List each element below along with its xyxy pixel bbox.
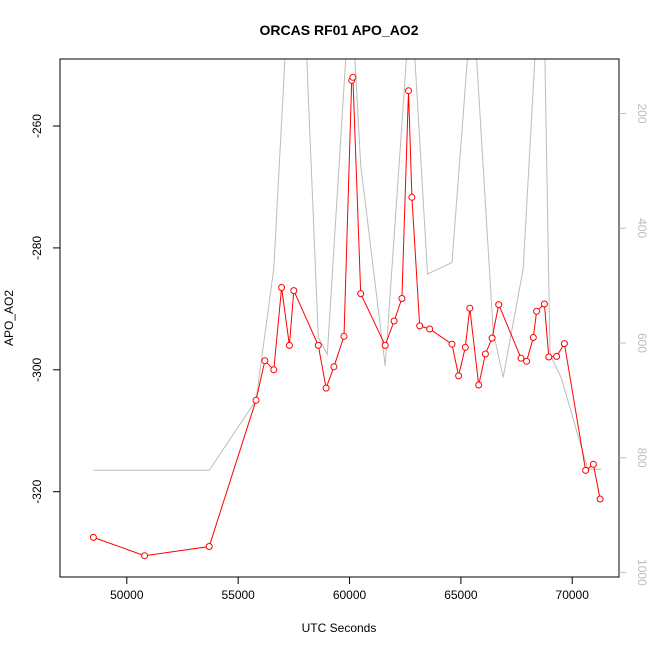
y-axis-label: APO_AO2 [2, 290, 16, 346]
y2-tick-label: 1000 [635, 559, 649, 586]
data-point [495, 301, 503, 309]
data-point [285, 341, 293, 349]
data-point [205, 543, 213, 550]
data-point [357, 290, 365, 298]
data-point [448, 340, 456, 348]
data-point [523, 357, 531, 365]
data-point [408, 193, 416, 201]
y-axis: -320 -300 -280 -260 [30, 114, 60, 504]
data-point [545, 353, 553, 361]
data-point [455, 372, 463, 380]
data-point [405, 87, 412, 95]
data-point [596, 495, 604, 503]
data-point [517, 354, 525, 362]
x-axis-label: UTC Seconds [302, 621, 377, 635]
chart-title: ORCAS RF01 APO_AO2 [260, 22, 419, 38]
data-point [553, 352, 561, 360]
y-tick-label: -260 [30, 114, 44, 138]
data-point [349, 73, 357, 81]
y-tick-label: -280 [30, 236, 44, 260]
data-point [540, 300, 548, 308]
data-point [416, 322, 424, 330]
data-point [290, 287, 298, 295]
x-tick-label: 70000 [556, 588, 590, 602]
x-tick-label: 60000 [333, 588, 367, 602]
data-point [481, 350, 489, 358]
data-point [398, 295, 406, 302]
y2-tick-label: 800 [635, 448, 649, 468]
x-axis: 50000 55000 60000 65000 70000 [110, 576, 590, 602]
data-point [314, 341, 322, 349]
y2-tick-label: 400 [635, 218, 649, 238]
data-point [89, 533, 97, 541]
y2-axis: 200 400 600 800 1000 [619, 103, 649, 586]
data-point [475, 381, 483, 389]
plot-area [89, 59, 604, 560]
data-point [589, 460, 597, 468]
data-point [529, 334, 537, 341]
data-point [141, 552, 149, 560]
data-point [582, 466, 590, 474]
primary-series-line [93, 77, 601, 557]
plot-border [59, 58, 620, 578]
y2-tick-label: 200 [635, 103, 649, 123]
data-point [322, 384, 330, 392]
data-point [278, 284, 286, 291]
data-point [330, 363, 338, 371]
data-point [381, 341, 389, 349]
data-point [426, 325, 434, 333]
data-point [261, 357, 269, 365]
data-point [461, 343, 469, 351]
y-tick-label: -300 [30, 357, 44, 381]
data-point [560, 340, 568, 348]
x-tick-label: 55000 [221, 588, 255, 602]
data-point [533, 307, 541, 315]
data-point [466, 304, 474, 312]
x-tick-label: 65000 [444, 588, 478, 602]
data-point [340, 332, 348, 340]
x-tick-label: 50000 [110, 588, 144, 602]
data-point [270, 366, 278, 374]
data-point [488, 334, 496, 342]
data-point [252, 396, 260, 404]
y-tick-label: -320 [30, 479, 44, 503]
data-point [390, 317, 398, 325]
y2-tick-label: 600 [635, 333, 649, 353]
